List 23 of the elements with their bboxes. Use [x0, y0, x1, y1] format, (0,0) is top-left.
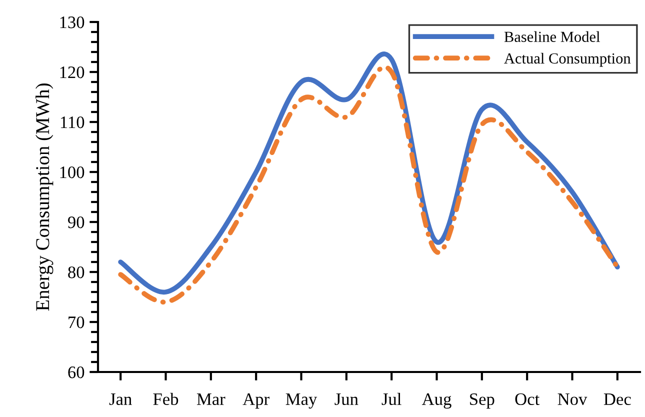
x-tick-label: Mar [196, 394, 226, 406]
y-tick-label: 60 [68, 366, 84, 378]
x-tick-label: Dec [604, 394, 631, 406]
x-tick-label: May [286, 393, 318, 409]
x-tick-label: Oct [515, 393, 540, 406]
x-tick-label: Aug [422, 393, 452, 409]
x-tick-label: Nov [558, 394, 588, 406]
y-tick-label: 70 [68, 316, 84, 328]
y-tick-label: 120 [60, 66, 84, 78]
y-tick-label: 110 [60, 116, 84, 128]
x-tick-label: Feb [153, 392, 178, 406]
x-tick-label: Apr [242, 393, 270, 409]
x-tick-label: Jul [382, 392, 402, 406]
legend-label: Actual Consumption [504, 52, 631, 67]
y-tick-label: 80 [68, 266, 84, 278]
x-tick-label: Jun [334, 394, 358, 406]
y-tick-label: 100 [60, 166, 84, 178]
x-tick-label: Jan [109, 394, 132, 406]
y-tick-label: 90 [68, 216, 84, 228]
legend-label: Baseline Model [504, 31, 600, 42]
x-tick-label: Sep [470, 393, 494, 409]
y-axis-title: Energy Consumption (MWh) [36, 84, 54, 311]
y-tick-label: 130 [60, 16, 84, 28]
